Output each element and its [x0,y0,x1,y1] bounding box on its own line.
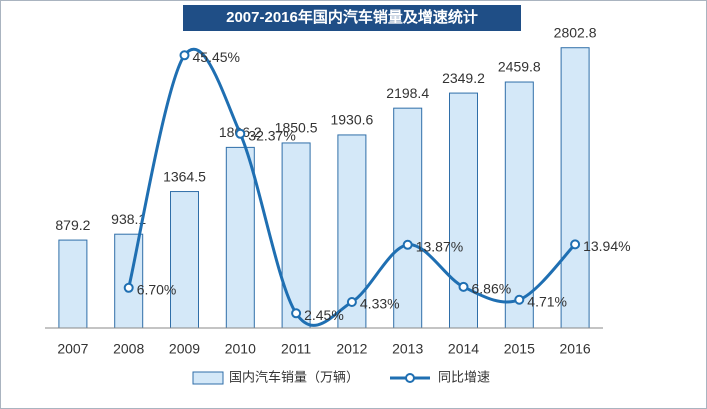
bar [225,146,255,329]
x-tick-label: 2013 [392,341,423,357]
line-marker [514,294,525,305]
x-tick-label: 2009 [169,341,200,357]
bar-value-label: 2459.8 [498,59,541,75]
line-value-label: 32.37% [248,127,295,143]
x-tick-label: 2015 [504,341,535,357]
bar-value-label: 1930.6 [330,112,373,128]
title-box [183,5,521,31]
chart-title: 2007-2016年国内汽车销量及增速统计 [226,8,478,26]
line-value-label: 4.33% [360,296,400,312]
line-value-label: 2.45% [304,307,344,323]
line-marker [179,50,190,61]
legend-swatch [192,371,224,385]
bar-value-label: 2802.8 [554,24,597,40]
line-value-label: 13.87% [416,238,463,254]
x-tick-label: 2011 [281,341,311,357]
x-tick-label: 2010 [225,341,256,357]
legend-label: 同比增速 [438,371,490,386]
x-tick-label: 2012 [336,341,367,357]
line-marker [235,128,246,139]
line-marker [458,281,469,292]
bar-value-label: 2349.2 [442,70,485,86]
line-marker [123,282,134,293]
bar-value-label: 938.1 [111,211,146,227]
line-value-label: 45.45% [193,49,240,65]
line-marker [402,239,413,250]
line-marker [291,308,302,319]
x-tick-label: 2007 [57,341,88,357]
bar-value-label: 1364.5 [163,168,206,184]
bar [170,191,199,329]
line-value-label: 4.71% [527,293,567,309]
line-marker [570,239,581,250]
bar-value-label: 2198.4 [386,85,429,101]
x-tick-label: 2008 [113,341,144,357]
bar [560,47,590,329]
x-tick-label: 2016 [560,341,591,357]
bar-value-label: 1850.5 [275,120,318,136]
bar [393,107,423,329]
line-value-label: 6.86% [472,281,512,297]
legend-swatch-marker [405,373,415,383]
bar [281,142,311,329]
bar [58,239,88,329]
line-value-label: 13.94% [583,238,630,254]
line-marker [346,297,357,308]
line-value-label: 6.70% [137,282,177,298]
legend-label: 国内汽车销量（万辆） [229,370,359,386]
bar-value-label: 879.2 [55,217,90,233]
bar [504,81,534,329]
x-tick-label: 2014 [448,341,479,357]
